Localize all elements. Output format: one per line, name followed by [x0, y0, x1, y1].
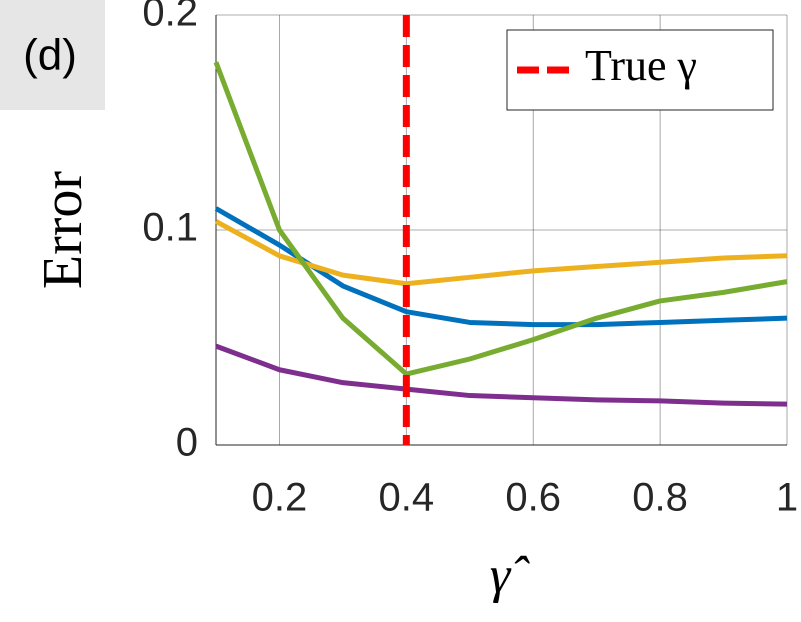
x-tick-label: 0.8 [632, 476, 688, 520]
x-tick-label: 0.2 [252, 476, 308, 520]
x-tick-label: 0.4 [379, 476, 435, 520]
panel-label: (d) [23, 31, 77, 80]
y-tick-label: 0.1 [142, 206, 198, 250]
y-tick-label: 0 [176, 421, 198, 465]
legend-label: True γ [585, 41, 697, 90]
line-series [213, 61, 788, 377]
x-axis-label: γ̂ [490, 547, 530, 604]
x-tick-label: 0.6 [505, 476, 561, 520]
line-series [214, 219, 788, 287]
y-axis-label: Error [32, 171, 94, 290]
line-series [215, 343, 788, 407]
x-tick-label: 1 [776, 476, 798, 520]
panel-label-box [0, 0, 105, 110]
y-tick-label: 0.2 [142, 0, 198, 35]
